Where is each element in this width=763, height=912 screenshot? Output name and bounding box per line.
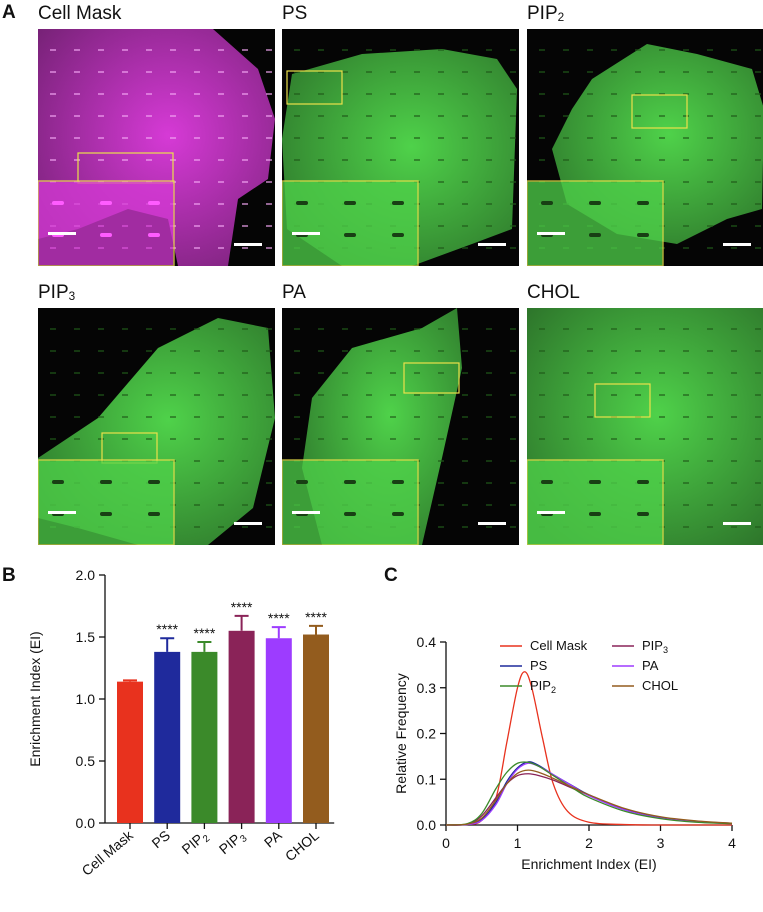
bar-y-tick-label: 0.5	[76, 753, 96, 769]
line-x-tick-label: 1	[514, 835, 522, 851]
bar-x-tick-label: PA	[261, 827, 285, 851]
significance-marker: ****	[156, 621, 178, 637]
legend-label: PA	[642, 658, 659, 673]
bar-ps	[154, 651, 181, 823]
line-y-tick-label: 0.2	[417, 726, 437, 742]
micrograph-cell-mask	[38, 29, 275, 266]
series-line-pip2	[445, 761, 733, 826]
bar-x-tick-label: PS	[149, 827, 174, 851]
legend-label: PIP3	[642, 638, 668, 655]
micrograph-title-cell-mask: Cell Mask	[38, 3, 122, 24]
series-line-chol	[445, 769, 733, 826]
bar-y-tick-label: 0.0	[76, 815, 96, 831]
error-bar	[197, 640, 212, 652]
micrograph-pip3	[38, 308, 275, 545]
bar-y-tick-label: 1.5	[76, 629, 96, 645]
micrograph-title-pip3: PIP3	[38, 282, 76, 304]
micrograph-title-pa: PA	[282, 282, 306, 303]
line-x-tick-label: 4	[728, 835, 736, 851]
significance-marker: ****	[268, 610, 290, 626]
legend-label: CHOL	[642, 678, 678, 693]
bar-chart-y-axis-title: Enrichment Index (EI)	[27, 631, 43, 766]
bar-y-tick-label: 2.0	[76, 567, 96, 583]
line-x-tick-label: 0	[442, 835, 450, 851]
line-y-tick-label: 0.0	[417, 817, 437, 833]
error-bar	[271, 626, 286, 639]
legend-label: PS	[530, 658, 548, 673]
micrograph-pa	[282, 308, 519, 545]
line-y-tick-label: 0.1	[417, 771, 437, 787]
line-x-tick-label: 3	[657, 835, 665, 851]
bar-pip2	[191, 651, 218, 823]
line-y-tick-label: 0.3	[417, 680, 437, 696]
legend-label: PIP2	[530, 678, 556, 695]
micrograph-chol	[527, 308, 763, 545]
panel-b-letter: B	[2, 565, 16, 586]
line-x-tick-label: 2	[585, 835, 593, 851]
enrichment-index-bar-chart: 0.0 0.5 1.0 1.5 2.0 Cell Mask **** PS **** PIP2 **…	[27, 567, 335, 879]
line-layer: 0.0 0.1 0.2 0.3 0.4 0 1 2 3 4 Cell Mask PIP3 PS PA PIP…	[417, 634, 737, 851]
bar-x-tick-label: PIP3	[216, 827, 250, 860]
bar-pa	[265, 638, 292, 823]
relative-frequency-line-chart: 0.0 0.1 0.2 0.3 0.4 0 1 2 3 4 Cell Mask PIP3 PS PA PIP…	[393, 634, 737, 872]
significance-marker: ****	[194, 625, 216, 641]
series-line-pip3	[445, 773, 733, 826]
micrograph-title-ps: PS	[282, 3, 308, 24]
panel-a-letter: A	[2, 2, 16, 23]
micrograph-ps	[282, 29, 519, 266]
error-bar	[309, 624, 323, 635]
micrograph-pip2	[527, 29, 763, 266]
line-chart-x-axis-title: Enrichment Index (EI)	[521, 856, 656, 872]
error-bar	[160, 637, 175, 652]
panel-c-letter: C	[384, 565, 398, 586]
bar-y-tick-label: 1.0	[76, 691, 96, 707]
micrograph-title-chol: CHOL	[527, 282, 580, 303]
bar-pip3	[228, 630, 255, 823]
error-bar	[123, 679, 137, 682]
bar-chol	[303, 634, 329, 823]
bar-x-tick-label: CHOL	[282, 827, 322, 864]
line-chart-y-axis-title: Relative Frequency	[393, 673, 409, 794]
bar-layer: 0.0 0.5 1.0 1.5 2.0 Cell Mask **** PS **** PIP2 **…	[76, 567, 335, 879]
bar-cell-mask	[117, 681, 143, 823]
line-y-tick-label: 0.4	[417, 634, 437, 650]
bar-x-tick-label: PIP2	[179, 827, 213, 860]
error-bar	[234, 614, 249, 631]
micrograph-title-pip2: PIP2	[527, 3, 565, 25]
significance-marker: ****	[231, 599, 253, 615]
bar-x-tick-label: Cell Mask	[79, 826, 137, 878]
series-line-ps	[445, 761, 733, 826]
significance-marker: ****	[305, 609, 327, 625]
legend-label: Cell Mask	[530, 638, 588, 653]
